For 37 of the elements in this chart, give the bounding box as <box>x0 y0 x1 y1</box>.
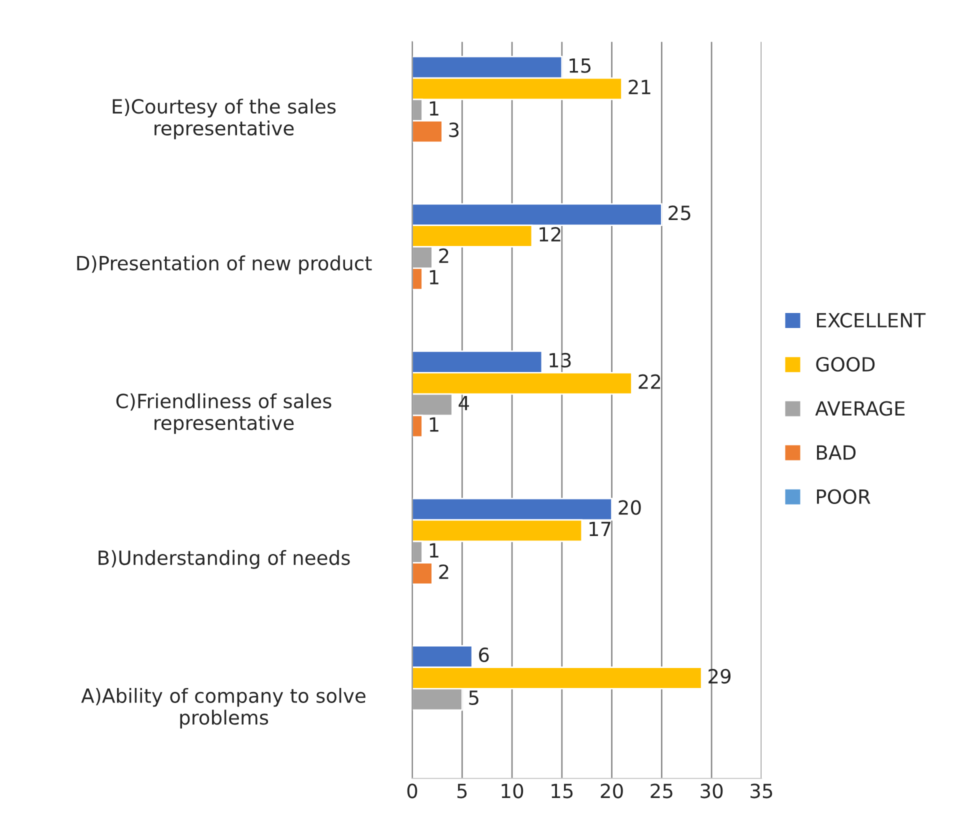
data-label: 4 <box>458 396 469 410</box>
data-label: 6 <box>479 647 489 662</box>
legend-label: AVERAGE <box>815 401 905 416</box>
data-label: 15 <box>570 58 591 73</box>
data-label: 21 <box>628 80 650 94</box>
y-tick-label: D)Presentation of new product <box>77 255 372 274</box>
legend-label: POOR <box>817 489 870 504</box>
x-tick-label: 0 <box>407 784 418 798</box>
data-label: 17 <box>590 522 610 536</box>
data-label: 2 <box>439 248 448 263</box>
data-label: 1 <box>430 101 438 116</box>
x-tick-label: 5 <box>457 784 467 798</box>
x-tick-label: 10 <box>502 784 524 798</box>
x-tick-label: 20 <box>600 784 623 798</box>
legend-label: GOOD <box>816 356 875 372</box>
x-tick-label: 30 <box>700 784 723 798</box>
data-label: 29 <box>708 668 731 684</box>
data-label: 25 <box>668 206 690 220</box>
legend-label: BAD <box>817 445 856 460</box>
data-label: 5 <box>469 690 478 706</box>
y-tick-label: E)Courtesy of the sales representative <box>112 98 336 140</box>
x-tick-label: 35 <box>750 784 772 798</box>
data-label: 3 <box>449 122 459 138</box>
data-label: 20 <box>618 500 641 515</box>
data-label: 1 <box>430 270 438 284</box>
y-tick-label: B)Understanding of needs <box>98 550 350 569</box>
data-label: 13 <box>550 352 571 368</box>
data-label: 12 <box>540 226 560 242</box>
data-label: 2 <box>439 564 448 579</box>
x-tick-label: 25 <box>650 784 672 798</box>
x-tick-label: 15 <box>552 784 573 798</box>
legend-label: EXCELLENT <box>817 312 926 328</box>
data-label: 1 <box>430 543 438 558</box>
data-label: 22 <box>638 374 660 389</box>
y-tick-label: A)Ability of company to solve problems <box>81 688 366 729</box>
y-tick-label: C)Friendliness of sales representative <box>116 393 332 434</box>
data-label: 1 <box>430 417 438 432</box>
